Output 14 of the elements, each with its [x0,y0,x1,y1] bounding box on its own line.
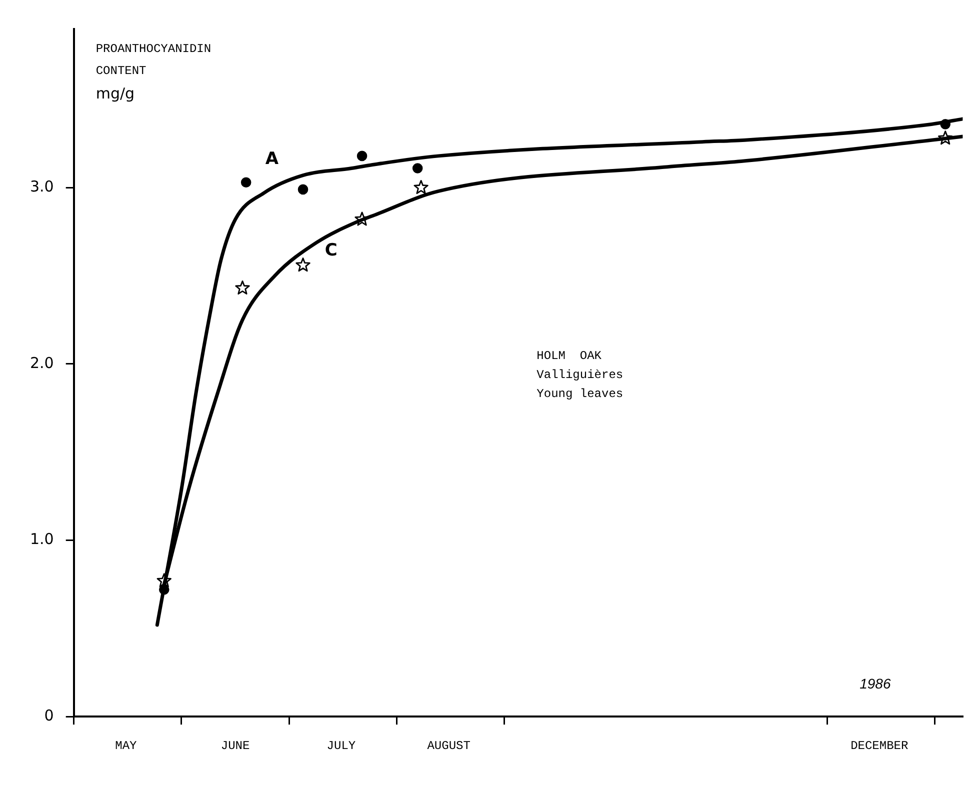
annotation: C [324,240,338,261]
x-tick-label: MAY [115,738,137,753]
x-tick-label: JULY [326,738,356,753]
y-tick-label: 3.0 [30,178,54,196]
annotation: 1986 [860,676,891,692]
y-axis-title: PROANTHOCYANIDIN CONTENT mg/g [96,42,212,102]
annotation: A [265,148,280,169]
x-tick-label: AUGUST [427,738,470,753]
y-tick-label: 0 [44,706,54,724]
x-tick-label: DECEMBER [850,738,908,753]
y-tick-label: 1.0 [30,530,54,548]
annotation: HOLM OAK Valliguières Young leaves [536,349,624,402]
x-tick-label: JUNE [220,738,250,753]
y-tick-label: 2.0 [30,354,54,372]
